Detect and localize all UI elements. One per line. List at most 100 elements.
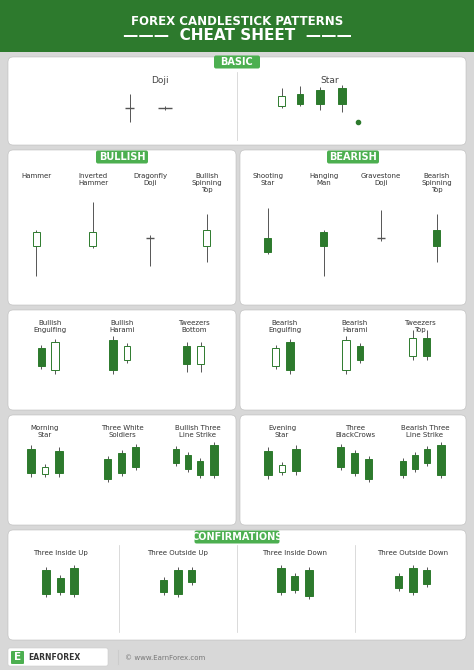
Bar (297, 94, 303, 104)
Text: FOREX CANDLESTICK PATTERNS: FOREX CANDLESTICK PATTERNS (131, 15, 343, 28)
Bar (124, 346, 130, 360)
Bar (434, 230, 440, 246)
Text: Tweezers
Top: Tweezers Top (404, 320, 436, 333)
FancyBboxPatch shape (240, 415, 466, 525)
Bar (400, 461, 406, 475)
Bar (277, 568, 285, 592)
Bar (90, 232, 97, 246)
Text: Doji: Doji (151, 76, 169, 85)
Bar (109, 340, 117, 370)
Bar (0, 0, 474, 52)
FancyBboxPatch shape (240, 150, 466, 305)
Text: ———  CHEAT SHEET  ———: ——— CHEAT SHEET ——— (123, 28, 351, 43)
Text: Three Outside Down: Three Outside Down (377, 550, 448, 556)
Bar (118, 453, 126, 473)
Bar (56, 578, 64, 592)
Text: EARNFOREX: EARNFOREX (28, 653, 80, 662)
Bar (316, 90, 324, 104)
Bar (183, 346, 191, 364)
Text: Bearish
Harami: Bearish Harami (342, 320, 368, 333)
Bar (55, 451, 63, 473)
Bar (437, 445, 445, 475)
FancyBboxPatch shape (240, 310, 466, 410)
Text: Bullish
Harami: Bullish Harami (109, 320, 135, 333)
Bar (424, 449, 430, 463)
Bar (279, 465, 285, 472)
Text: Star: Star (321, 76, 339, 85)
Bar (70, 568, 78, 594)
Bar (423, 338, 430, 356)
Bar (292, 576, 299, 590)
Bar (0, 645, 474, 670)
Bar (365, 459, 373, 479)
Bar (189, 570, 195, 582)
Bar (337, 447, 345, 467)
Bar (42, 570, 50, 594)
FancyBboxPatch shape (8, 150, 236, 305)
FancyBboxPatch shape (327, 151, 379, 163)
Bar (174, 570, 182, 594)
Text: CONFIRMATIONS: CONFIRMATIONS (191, 532, 283, 542)
Text: Morning
Star: Morning Star (31, 425, 59, 438)
Text: Bearish Three
Line Strike: Bearish Three Line Strike (401, 425, 449, 438)
Bar (412, 455, 418, 469)
Bar (33, 232, 39, 246)
Bar (273, 348, 280, 366)
FancyBboxPatch shape (96, 151, 148, 163)
Bar (210, 445, 218, 475)
Bar (395, 576, 402, 588)
Bar (342, 340, 350, 370)
FancyBboxPatch shape (11, 651, 24, 664)
Bar (338, 88, 346, 104)
Text: Bullish
Engulfing: Bullish Engulfing (34, 320, 66, 333)
Text: Three
BlackCrows: Three BlackCrows (335, 425, 375, 438)
Bar (27, 449, 35, 473)
Bar (305, 570, 313, 596)
Text: Three Inside Up: Three Inside Up (33, 550, 87, 556)
Text: E: E (14, 653, 21, 663)
Bar (279, 96, 285, 106)
Text: BEARISH: BEARISH (329, 152, 377, 162)
Bar (423, 570, 430, 584)
Bar (104, 459, 111, 479)
Text: Bearish
Engulfing: Bearish Engulfing (268, 320, 301, 333)
FancyBboxPatch shape (8, 57, 466, 145)
FancyBboxPatch shape (8, 310, 236, 410)
Bar (173, 449, 179, 463)
Bar (410, 338, 417, 356)
FancyBboxPatch shape (214, 56, 260, 68)
Bar (185, 455, 191, 469)
Bar (320, 232, 328, 246)
Bar (42, 467, 48, 474)
Bar (409, 568, 417, 592)
Bar (264, 238, 272, 252)
Bar (51, 342, 59, 370)
Bar (264, 451, 272, 475)
Text: Evening
Star: Evening Star (268, 425, 296, 438)
Text: Shooting
Star: Shooting Star (253, 173, 283, 186)
Text: Hammer: Hammer (21, 173, 51, 179)
Bar (161, 580, 167, 592)
Text: Hanging
Man: Hanging Man (310, 173, 338, 186)
Bar (352, 453, 358, 473)
Bar (37, 348, 45, 366)
Bar (198, 346, 204, 364)
Text: Tweezers
Bottom: Tweezers Bottom (178, 320, 210, 333)
Bar (286, 342, 294, 370)
Text: Bearish
Spinning
Top: Bearish Spinning Top (422, 173, 452, 193)
Text: Bullish
Spinning
Top: Bullish Spinning Top (191, 173, 222, 193)
Bar (197, 461, 203, 475)
Text: Inverted
Hammer: Inverted Hammer (78, 173, 108, 186)
Bar (203, 230, 210, 246)
FancyBboxPatch shape (8, 530, 466, 640)
Text: © www.EarnForex.com: © www.EarnForex.com (125, 655, 205, 661)
FancyBboxPatch shape (8, 648, 108, 666)
Text: Three Inside Down: Three Inside Down (263, 550, 328, 556)
Text: BASIC: BASIC (220, 57, 254, 67)
FancyBboxPatch shape (8, 415, 236, 525)
Bar (292, 449, 300, 471)
Text: Gravestone
Doji: Gravestone Doji (361, 173, 401, 186)
Bar (133, 447, 139, 467)
Bar (357, 346, 363, 360)
Text: Three White
Soldiers: Three White Soldiers (100, 425, 143, 438)
